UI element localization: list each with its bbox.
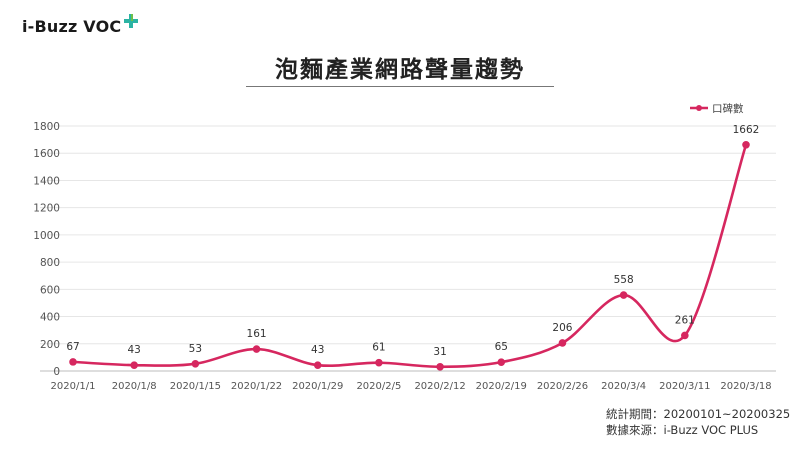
data-point [558,339,567,347]
y-tick-label: 400 [40,312,60,324]
data-point [681,331,689,340]
x-tick-label: 2020/3/4 [601,381,646,392]
brand-logo: i-Buzz VOC [22,17,122,36]
y-tick-label: 1600 [33,148,60,160]
y-axis: 0 200 400 600 800 1000 1200 1400 1600 1800 [33,121,60,378]
data-point [69,358,77,366]
x-axis: 2020/1/1 2020/1/8 2020/1/15 2020/1/22 2020/1… [51,381,772,392]
data-label: 558 [614,274,634,286]
series-line [72,144,748,369]
y-tick-label: 600 [40,284,60,296]
data-label: 31 [433,346,446,358]
data-label: 261 [675,314,695,326]
y-tick-label: 800 [40,257,60,269]
data-label: 53 [189,343,202,355]
data-label: 43 [311,344,324,356]
data-point [191,359,200,368]
x-tick-label: 2020/2/26 [537,381,588,392]
data-label: 67 [66,341,79,353]
data-point [497,358,506,366]
plus-icon [124,14,138,28]
data-point [130,361,138,369]
x-tick-label: 2020/2/19 [476,381,527,392]
data-label: 65 [495,341,508,353]
data-point [313,361,322,369]
source-row: 數據來源：i-Buzz VOC PLUS [606,422,790,438]
chart-title: 泡麵產業網路聲量趨勢 [275,57,525,83]
y-tick-label: 200 [40,339,60,351]
data-label: 206 [552,322,572,334]
legend-swatch-point [696,105,702,111]
x-tick-label: 2020/1/8 [112,381,157,392]
data-point [619,291,628,299]
x-tick-label: 2020/1/15 [170,381,221,392]
x-tick-label: 2020/2/5 [356,381,401,392]
y-tick-label: 0 [53,366,60,378]
x-tick-label: 2020/1/1 [51,381,96,392]
source-value: i-Buzz VOC PLUS [663,423,759,437]
data-label: 161 [247,328,267,340]
data-point [375,358,383,367]
footer-info: 統計期間：20200101~20200325 數據來源：i-Buzz VOC P… [606,406,790,438]
period-value: 20200101~20200325 [663,407,791,421]
x-tick-label: 2020/1/29 [292,381,343,392]
series-layer: 67 43 53 161 43 61 31 65 206 558 261 1662 [66,124,759,371]
y-tick-label: 1800 [33,121,60,133]
data-label: 61 [372,342,385,354]
source-label: 數據來源： [606,423,664,437]
legend-label: 口碑數 [712,102,744,115]
y-tick-label: 1000 [33,230,60,242]
grid-lines [40,125,776,372]
data-point [252,345,261,353]
period-label: 統計期間： [606,407,664,421]
x-tick-label: 2020/3/11 [659,381,710,392]
x-tick-label: 2020/1/22 [231,381,282,392]
data-label: 1662 [733,124,760,136]
data-point [436,362,444,371]
y-tick-label: 1200 [33,203,60,215]
x-tick-label: 2020/3/18 [720,381,771,392]
x-tick-label: 2020/2/12 [414,381,465,392]
data-point [742,140,750,149]
period-row: 統計期間：20200101~20200325 [606,406,790,422]
data-label: 43 [127,344,140,356]
title-underline [246,86,554,87]
legend: 口碑數 [690,102,744,115]
y-tick-label: 1400 [33,175,60,187]
